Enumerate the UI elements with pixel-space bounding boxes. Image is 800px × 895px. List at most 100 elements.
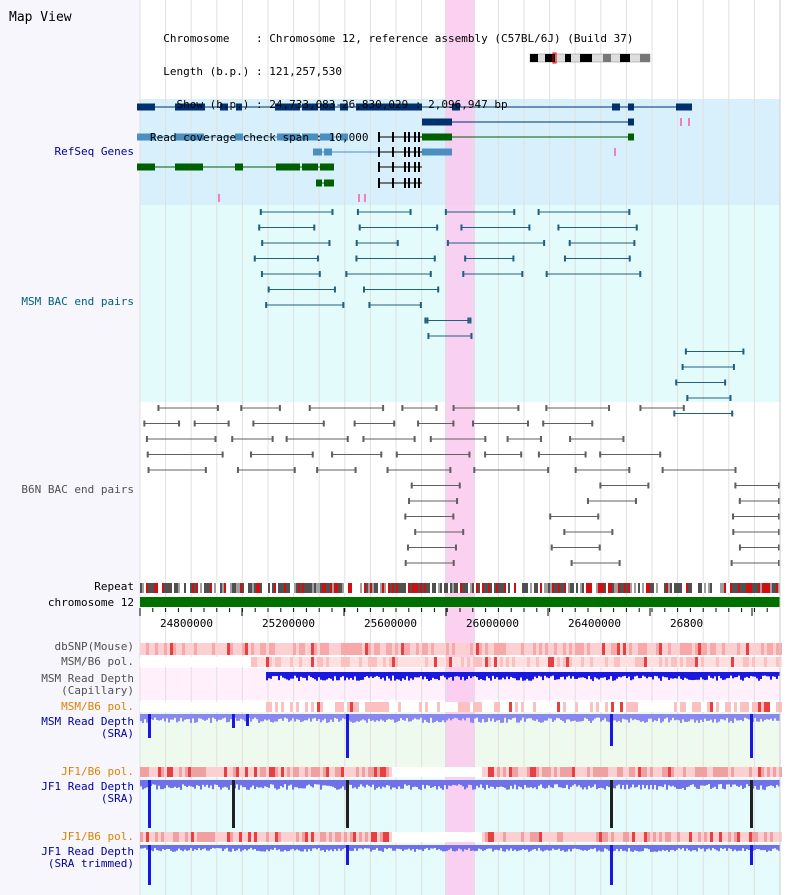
heat-feature[interactable] bbox=[140, 643, 143, 655]
heat-feature[interactable] bbox=[401, 767, 404, 777]
msm-bac-feature[interactable] bbox=[537, 209, 540, 215]
heat-feature[interactable] bbox=[425, 832, 428, 842]
heat-feature[interactable] bbox=[350, 832, 353, 842]
repeat-feature[interactable] bbox=[286, 583, 288, 593]
repeat-feature[interactable] bbox=[600, 583, 602, 593]
msm-bac-feature[interactable] bbox=[409, 209, 412, 215]
msm-bac-feature[interactable] bbox=[633, 240, 636, 246]
heat-feature[interactable] bbox=[641, 767, 644, 777]
heat-feature[interactable] bbox=[452, 767, 455, 777]
repeat-feature[interactable] bbox=[700, 583, 702, 593]
heat-feature[interactable] bbox=[467, 702, 470, 712]
heat-feature[interactable] bbox=[728, 643, 731, 655]
repeat-feature[interactable] bbox=[576, 583, 578, 593]
heat-feature[interactable] bbox=[515, 702, 518, 712]
heat-feature[interactable] bbox=[668, 767, 671, 777]
repeat-feature[interactable] bbox=[776, 583, 778, 593]
heat-feature[interactable] bbox=[515, 832, 518, 842]
heat-feature[interactable] bbox=[593, 657, 596, 667]
heat-feature[interactable] bbox=[596, 767, 599, 777]
gene-feature[interactable] bbox=[408, 132, 410, 142]
heat-feature[interactable] bbox=[149, 767, 152, 777]
heat-feature[interactable] bbox=[686, 643, 689, 655]
heat-feature[interactable] bbox=[143, 643, 146, 655]
heat-feature[interactable] bbox=[650, 643, 653, 655]
msm-bac-feature[interactable] bbox=[267, 286, 270, 293]
heat-feature[interactable] bbox=[581, 702, 584, 712]
heat-feature[interactable] bbox=[281, 643, 284, 655]
heat-feature[interactable] bbox=[143, 657, 146, 667]
repeat-feature[interactable] bbox=[740, 583, 742, 593]
repeat-feature[interactable] bbox=[346, 583, 348, 593]
repeat-feature[interactable] bbox=[240, 583, 242, 593]
heat-feature[interactable] bbox=[674, 702, 677, 712]
repeat-feature[interactable] bbox=[644, 583, 646, 593]
heat-feature[interactable] bbox=[362, 702, 365, 712]
repeat-feature[interactable] bbox=[248, 583, 250, 593]
heat-feature[interactable] bbox=[662, 767, 665, 777]
heat-feature[interactable] bbox=[656, 832, 659, 842]
heat-feature[interactable] bbox=[728, 767, 731, 777]
heat-feature[interactable] bbox=[332, 702, 335, 712]
heat-feature[interactable] bbox=[716, 702, 719, 712]
heat-feature[interactable] bbox=[695, 767, 698, 777]
heat-feature[interactable] bbox=[221, 832, 224, 842]
heat-feature[interactable] bbox=[395, 643, 398, 655]
repeat-feature[interactable] bbox=[450, 583, 452, 593]
heat-feature[interactable] bbox=[584, 767, 587, 777]
heat-feature[interactable] bbox=[704, 832, 707, 842]
heat-feature[interactable] bbox=[461, 767, 464, 777]
msm-bac-feature[interactable] bbox=[628, 209, 631, 215]
repeat-feature[interactable] bbox=[652, 583, 654, 593]
heat-feature[interactable] bbox=[653, 643, 656, 655]
heat-feature[interactable] bbox=[284, 643, 287, 655]
heat-feature[interactable] bbox=[215, 832, 218, 842]
repeat-feature[interactable] bbox=[188, 583, 190, 593]
heat-feature[interactable] bbox=[269, 643, 272, 655]
heat-feature[interactable] bbox=[731, 643, 734, 655]
heat-feature[interactable] bbox=[434, 832, 437, 842]
repeat-feature[interactable] bbox=[216, 583, 218, 593]
heat-feature[interactable] bbox=[656, 702, 659, 712]
heat-feature[interactable] bbox=[206, 702, 209, 712]
repeat-feature[interactable] bbox=[732, 583, 734, 593]
heat-feature[interactable] bbox=[173, 832, 176, 842]
heat-feature[interactable] bbox=[776, 643, 779, 655]
repeat-feature[interactable] bbox=[772, 583, 774, 593]
heat-feature[interactable] bbox=[740, 643, 743, 655]
heat-feature[interactable] bbox=[191, 702, 194, 712]
heat-feature[interactable] bbox=[203, 832, 206, 842]
heat-feature[interactable] bbox=[482, 767, 485, 777]
repeat-feature[interactable] bbox=[260, 583, 262, 593]
msm-bac-feature[interactable] bbox=[424, 317, 427, 324]
heat-feature[interactable] bbox=[494, 657, 497, 667]
heat-feature[interactable] bbox=[614, 832, 617, 842]
repeat-feature[interactable] bbox=[220, 583, 222, 593]
heat-feature[interactable] bbox=[332, 643, 335, 655]
heat-feature[interactable] bbox=[260, 767, 263, 777]
repeat-feature[interactable] bbox=[294, 583, 296, 593]
msm-bac-feature[interactable] bbox=[557, 224, 560, 231]
msm-bac-feature[interactable] bbox=[260, 271, 263, 277]
repeat-feature[interactable] bbox=[296, 583, 298, 593]
repeat-feature[interactable] bbox=[350, 583, 352, 593]
heat-feature[interactable] bbox=[680, 702, 683, 712]
repeat-feature[interactable] bbox=[256, 583, 258, 593]
heat-feature[interactable] bbox=[626, 657, 629, 667]
heat-feature[interactable] bbox=[197, 832, 200, 842]
repeat-feature[interactable] bbox=[416, 583, 418, 593]
heat-feature[interactable] bbox=[617, 643, 620, 655]
heat-feature[interactable] bbox=[548, 832, 551, 842]
heat-feature[interactable] bbox=[593, 832, 596, 842]
heat-feature[interactable] bbox=[335, 832, 338, 842]
heat-feature[interactable] bbox=[239, 767, 242, 777]
heat-feature[interactable] bbox=[737, 767, 740, 777]
heat-feature[interactable] bbox=[275, 702, 278, 712]
heat-feature[interactable] bbox=[155, 657, 158, 667]
repeat-feature[interactable] bbox=[166, 583, 168, 593]
heat-feature[interactable] bbox=[398, 643, 401, 655]
heat-feature[interactable] bbox=[254, 657, 257, 667]
repeat-feature[interactable] bbox=[498, 583, 500, 593]
repeat-feature[interactable] bbox=[682, 583, 684, 593]
heat-feature[interactable] bbox=[695, 643, 698, 655]
